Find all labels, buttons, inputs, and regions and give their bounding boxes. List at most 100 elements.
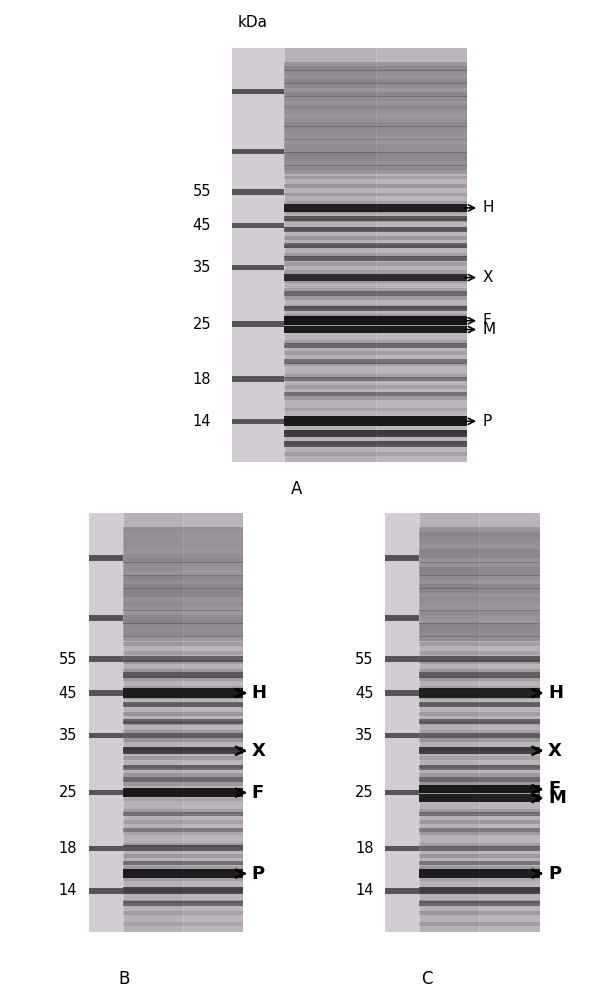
Bar (284, 441, 376, 445)
Bar (376, 396, 467, 400)
Bar (419, 765, 480, 770)
Bar (183, 869, 243, 878)
Bar (232, 150, 284, 153)
Bar (284, 363, 376, 366)
Bar (385, 888, 419, 894)
Bar (284, 88, 376, 92)
Bar (385, 556, 419, 560)
Bar (419, 571, 480, 576)
Bar (123, 602, 183, 606)
Bar (183, 636, 243, 641)
Bar (419, 888, 480, 892)
Bar (284, 270, 376, 274)
Bar (480, 562, 540, 567)
Bar (419, 669, 480, 672)
Bar (419, 695, 480, 699)
Bar (480, 861, 540, 865)
Bar (183, 738, 243, 742)
Bar (419, 861, 480, 865)
Bar (123, 513, 183, 932)
Bar (123, 861, 183, 865)
Bar (376, 430, 467, 434)
Bar (480, 901, 540, 906)
Bar (480, 628, 540, 632)
Bar (123, 911, 183, 915)
Bar (480, 558, 540, 563)
Bar (284, 210, 376, 214)
Bar (232, 265, 284, 270)
Bar (480, 777, 540, 782)
Bar (123, 532, 183, 536)
Bar (284, 359, 376, 364)
Bar (376, 408, 467, 411)
Bar (232, 189, 284, 195)
Bar (183, 854, 243, 858)
Bar (376, 377, 467, 381)
Bar (480, 580, 540, 584)
Bar (123, 703, 183, 707)
Bar (123, 610, 183, 615)
Bar (376, 314, 467, 317)
Bar (376, 279, 467, 283)
Bar (419, 672, 480, 678)
Bar (480, 642, 540, 646)
Bar (419, 513, 480, 932)
Bar (284, 109, 376, 114)
Bar (183, 845, 243, 851)
Bar (419, 900, 480, 903)
Bar (284, 122, 376, 127)
Bar (376, 416, 467, 426)
Text: M: M (548, 789, 566, 807)
Text: H: H (548, 684, 563, 702)
Bar (419, 922, 480, 926)
Bar (183, 911, 243, 915)
Bar (376, 329, 467, 333)
Bar (183, 672, 243, 678)
Bar (419, 869, 480, 878)
Bar (284, 326, 376, 333)
Bar (480, 636, 540, 641)
Bar (123, 843, 183, 847)
Bar (284, 351, 376, 355)
Bar (123, 747, 183, 751)
Bar (376, 441, 467, 447)
Bar (419, 747, 480, 751)
Bar (123, 809, 183, 813)
Text: 35: 35 (193, 260, 211, 275)
Bar (123, 615, 183, 619)
Bar (183, 695, 243, 699)
Bar (284, 152, 376, 157)
Bar (232, 48, 467, 462)
Bar (284, 288, 376, 291)
Bar (284, 105, 376, 109)
Text: P: P (251, 865, 264, 883)
Bar (183, 558, 243, 563)
Text: F: F (548, 780, 560, 798)
Bar (183, 900, 243, 903)
Bar (376, 75, 467, 79)
Bar (376, 79, 467, 84)
Bar (376, 305, 467, 309)
Bar (376, 245, 467, 248)
Bar (123, 651, 183, 655)
Bar (284, 62, 376, 66)
Bar (480, 588, 540, 593)
Bar (385, 513, 540, 932)
Bar (183, 809, 243, 813)
Bar (183, 712, 243, 716)
Bar (376, 227, 467, 231)
Bar (376, 96, 467, 101)
Bar (284, 416, 376, 426)
Bar (123, 719, 183, 724)
Bar (123, 695, 183, 699)
Bar (123, 765, 183, 770)
Bar (385, 733, 419, 738)
Bar (376, 148, 467, 153)
Text: 18: 18 (355, 841, 374, 856)
Bar (123, 820, 183, 824)
Bar (419, 828, 480, 832)
Bar (385, 656, 419, 662)
Bar (480, 854, 540, 858)
Bar (376, 452, 467, 456)
Bar (480, 843, 540, 847)
